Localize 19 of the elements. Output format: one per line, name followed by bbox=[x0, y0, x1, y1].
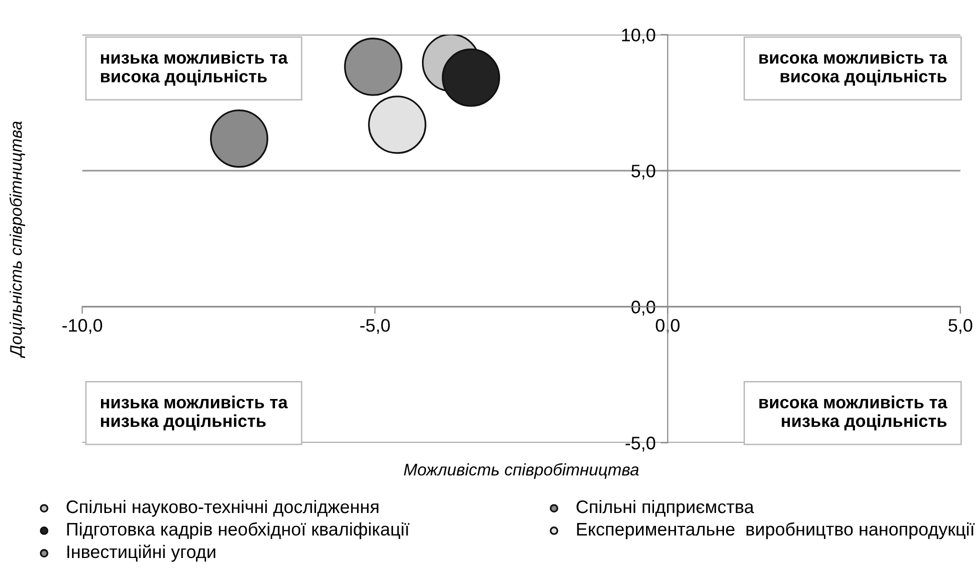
legend-label: Інвестиційні угоди bbox=[67, 544, 216, 562]
legend-label: Спільні науково-технічні дослідження bbox=[66, 500, 378, 517]
x-tick-label: -10,0 bbox=[62, 319, 102, 334]
x-tick-label: 5,0 bbox=[948, 319, 972, 334]
y-tick-label: -5,0 bbox=[626, 436, 656, 452]
legend-label: Підготовка кадрів необхідної кваліфікації bbox=[67, 522, 410, 540]
x-tick-label: 0,0 bbox=[656, 319, 680, 334]
annotation: висока можливість та низька доцільність bbox=[759, 396, 948, 430]
annotation: низька можливість та висока доцільність bbox=[101, 51, 288, 86]
y-tick-label: 10,0 bbox=[622, 28, 656, 44]
y-axis-title: Доцільність співробітництва bbox=[9, 121, 26, 358]
y-tick-label: 0,0 bbox=[631, 300, 656, 316]
legend-label: Спільні підприємства bbox=[576, 500, 754, 517]
legend-label: Експериментальне виробництво нанопродукції bbox=[577, 522, 975, 540]
y-tick-label: 5,0 bbox=[631, 164, 656, 180]
x-tick-label: -5,0 bbox=[360, 319, 390, 334]
annotation: низька можливість та низька доцільність bbox=[101, 396, 288, 430]
annotation: висока можливість та висока доцільність bbox=[759, 51, 948, 86]
x-axis-title: Можливість співробітництва bbox=[404, 463, 639, 479]
